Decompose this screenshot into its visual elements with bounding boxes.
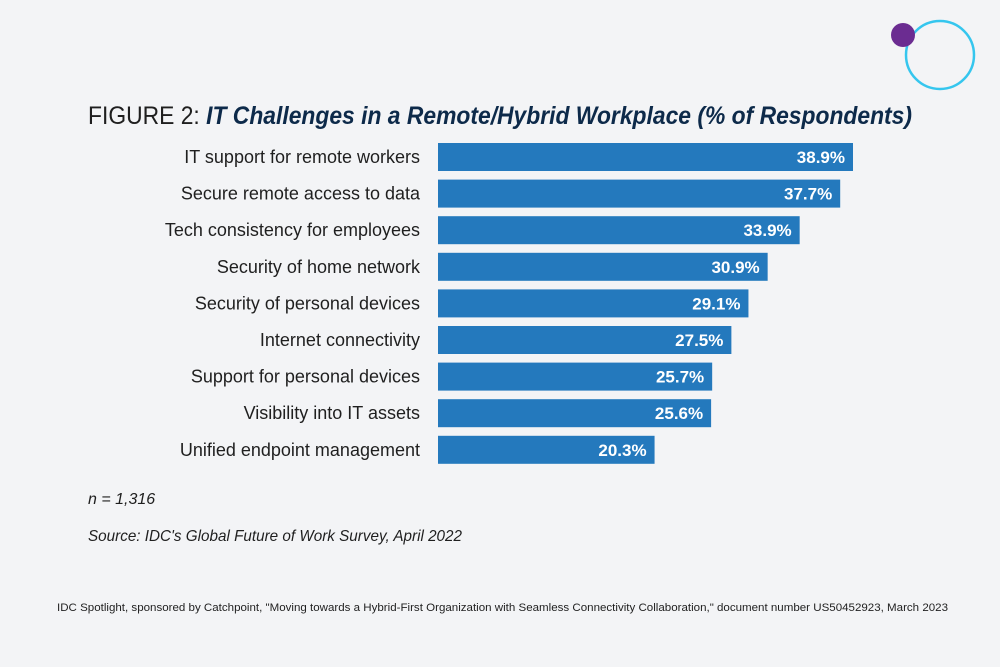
- bar: [438, 179, 841, 208]
- bar: [438, 216, 800, 245]
- bars: IT support for remote workers 38.9% Secure…: [165, 143, 853, 464]
- bar: [438, 252, 768, 281]
- bar: [438, 326, 732, 354]
- value-label: 29.1%: [692, 294, 740, 313]
- title-prefix: FIGURE 2:: [88, 102, 200, 130]
- logo: [891, 19, 976, 91]
- value-label: 38.9%: [797, 148, 845, 167]
- category-label: Support for personal devices: [191, 367, 420, 387]
- value-label: 37.7%: [784, 185, 832, 204]
- category-label: Tech consistency for employees: [165, 220, 420, 240]
- category-label: Internet connectivity: [260, 330, 420, 350]
- value-label: 33.9%: [743, 221, 791, 240]
- chart-title: FIGURE 2: IT Challenges in a Remote/Hybr…: [88, 102, 912, 130]
- value-label: 25.6%: [655, 404, 703, 423]
- bar: [438, 399, 712, 428]
- footer-citation: IDC Spotlight, sponsored by Catchpoint, …: [57, 602, 948, 614]
- category-label: IT support for remote workers: [184, 147, 420, 167]
- category-label: Unified endpoint management: [180, 440, 420, 460]
- bar: [438, 289, 749, 318]
- value-label: 25.7%: [656, 368, 704, 387]
- value-label: 20.3%: [598, 441, 646, 460]
- bar: [438, 362, 713, 391]
- value-label: 30.9%: [711, 258, 759, 277]
- category-label: Security of personal devices: [195, 293, 420, 313]
- category-label: Security of home network: [217, 257, 421, 277]
- category-label: Secure remote access to data: [181, 184, 421, 204]
- value-label: 27.5%: [675, 331, 723, 350]
- bar: [438, 435, 655, 464]
- logo-ring: [904, 19, 976, 91]
- source-note: Source: IDC's Global Future of Work Surv…: [88, 528, 462, 545]
- sample-size-note: n = 1,316: [88, 491, 155, 508]
- category-label: Visibility into IT assets: [244, 403, 420, 423]
- logo-dot: [891, 23, 915, 47]
- bar: [438, 143, 853, 171]
- title-text: IT Challenges in a Remote/Hybrid Workpla…: [206, 102, 912, 130]
